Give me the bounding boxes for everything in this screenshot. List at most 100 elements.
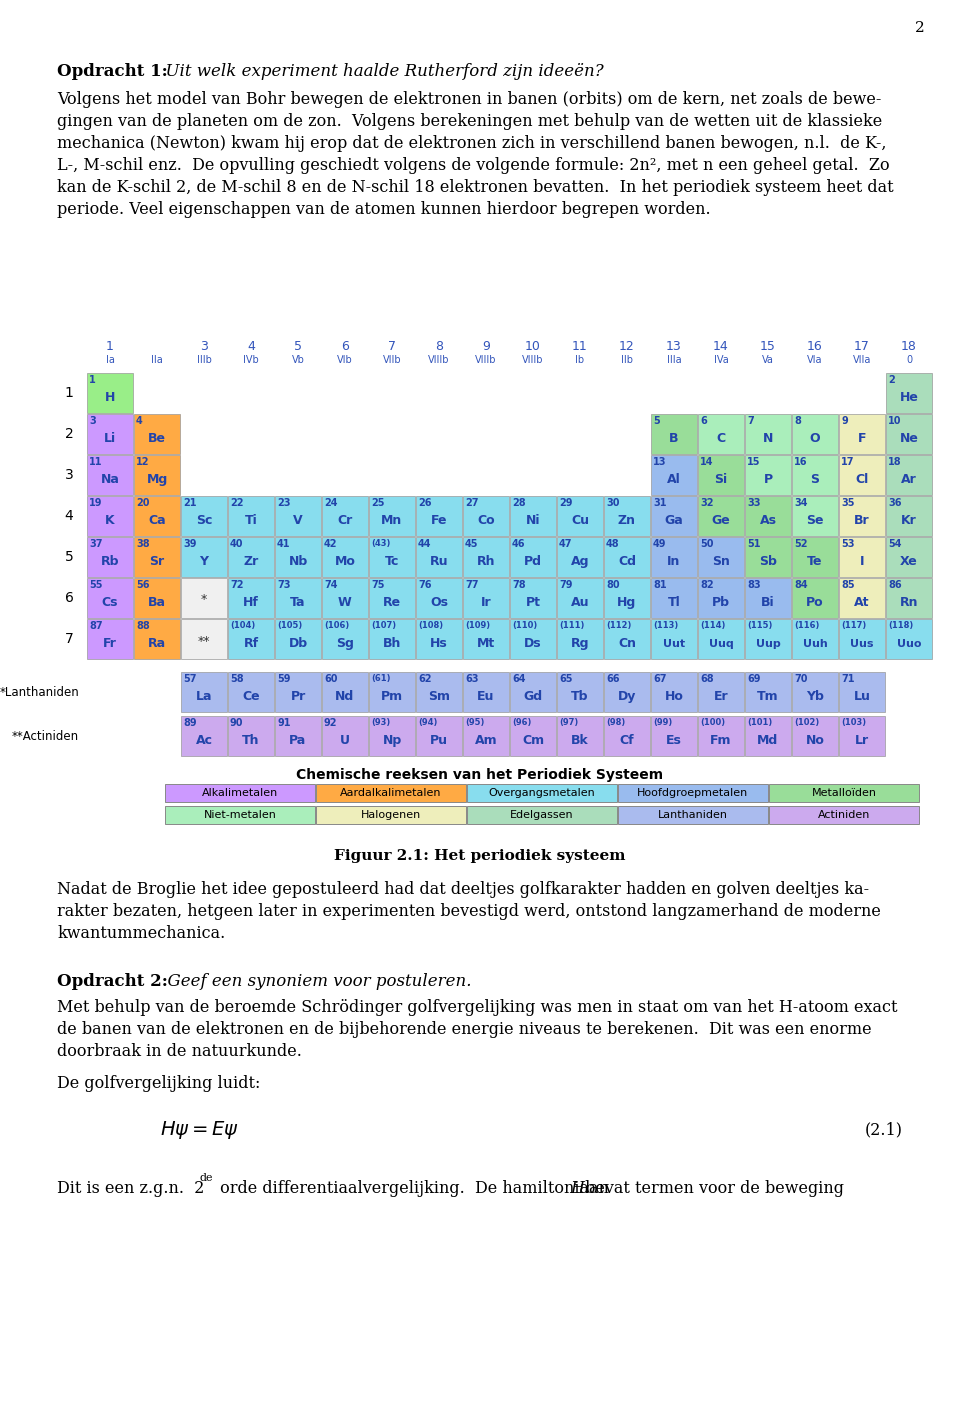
Text: (97): (97) [559,718,578,727]
FancyBboxPatch shape [228,537,274,576]
Text: Ds: Ds [524,637,541,651]
Text: Sr: Sr [150,555,164,568]
FancyBboxPatch shape [510,716,556,756]
Text: Vb: Vb [292,354,304,366]
Text: Ru: Ru [430,555,448,568]
Text: Cu: Cu [571,515,589,527]
FancyBboxPatch shape [604,578,650,619]
FancyBboxPatch shape [87,373,133,413]
Text: $H\psi = E\psi$: $H\psi = E\psi$ [160,1119,239,1142]
FancyBboxPatch shape [322,716,368,756]
Text: Rg: Rg [571,637,589,651]
FancyBboxPatch shape [792,716,838,756]
FancyBboxPatch shape [228,619,274,659]
Text: 12: 12 [619,340,635,353]
Text: Fe: Fe [431,515,447,527]
Text: 5: 5 [653,416,660,426]
Text: 30: 30 [606,498,619,508]
Text: 70: 70 [794,673,807,683]
Text: (94): (94) [418,718,438,727]
Text: Niet-metalen: Niet-metalen [204,810,276,820]
FancyBboxPatch shape [698,672,744,711]
Text: 6: 6 [64,591,73,605]
Text: Hoofdgroepmetalen: Hoofdgroepmetalen [637,787,749,799]
Text: Cl: Cl [855,474,869,486]
Text: N: N [763,432,773,446]
Text: Pu: Pu [430,734,448,748]
Text: (93): (93) [371,718,391,727]
Text: de banen van de elektronen en de bijbehorende energie niveaus te berekenen.  Dit: de banen van de elektronen en de bijbeho… [57,1021,872,1038]
Text: Te: Te [807,555,823,568]
Text: IIIb: IIIb [197,354,211,366]
Text: VIa: VIa [807,354,823,366]
Text: U: U [340,734,350,748]
Text: 23: 23 [277,498,291,508]
Text: Uus: Uus [851,638,874,648]
Text: 90: 90 [230,718,244,728]
Text: Au: Au [571,596,589,609]
FancyBboxPatch shape [604,537,650,576]
Text: Ia: Ia [106,354,114,366]
FancyBboxPatch shape [87,413,133,454]
Text: Po: Po [806,596,824,609]
Text: Dit is een z.g.n.  2: Dit is een z.g.n. 2 [57,1180,204,1197]
Text: 50: 50 [700,538,713,548]
FancyBboxPatch shape [275,578,321,619]
Text: 3: 3 [89,416,96,426]
Text: 71: 71 [841,673,854,683]
Text: IVb: IVb [243,354,259,366]
FancyBboxPatch shape [557,496,603,536]
FancyBboxPatch shape [698,537,744,576]
Text: Ba: Ba [148,596,166,609]
Text: Volgens het model van Bohr bewegen de elektronen in banen (orbits) om de kern, n: Volgens het model van Bohr bewegen de el… [57,91,881,108]
Text: Er: Er [713,690,729,703]
FancyBboxPatch shape [322,672,368,711]
Text: S: S [810,474,820,486]
Text: 67: 67 [653,673,666,683]
Text: Geef een synoniem voor postuleren.: Geef een synoniem voor postuleren. [157,973,471,990]
Text: 91: 91 [277,718,291,728]
FancyBboxPatch shape [322,496,368,536]
Text: 8: 8 [794,416,801,426]
FancyBboxPatch shape [651,537,697,576]
Text: mechanica (Newton) kwam hij erop dat de elektronen zich in verschillend banen be: mechanica (Newton) kwam hij erop dat de … [57,135,886,152]
Text: Am: Am [474,734,497,748]
Text: (109): (109) [465,621,491,630]
Text: bevat termen voor de beweging: bevat termen voor de beweging [580,1180,844,1197]
FancyBboxPatch shape [134,413,180,454]
Text: Rf: Rf [244,637,258,651]
Text: Tc: Tc [385,555,399,568]
FancyBboxPatch shape [416,578,462,619]
FancyBboxPatch shape [557,716,603,756]
FancyBboxPatch shape [181,716,227,756]
FancyBboxPatch shape [745,456,791,495]
Text: Si: Si [714,474,728,486]
Text: Ag: Ag [571,555,589,568]
Text: 84: 84 [794,581,807,591]
Text: Tm: Tm [757,690,779,703]
Text: Cr: Cr [337,515,352,527]
Text: (105): (105) [277,621,302,630]
FancyBboxPatch shape [839,537,885,576]
Text: Uuo: Uuo [897,638,922,648]
Text: 13: 13 [666,340,682,353]
FancyBboxPatch shape [604,496,650,536]
FancyBboxPatch shape [698,716,744,756]
Text: Lanthaniden: Lanthaniden [658,810,728,820]
Text: 74: 74 [324,581,338,591]
FancyBboxPatch shape [745,716,791,756]
Text: 15: 15 [760,340,776,353]
Text: IVa: IVa [713,354,729,366]
Text: 11: 11 [89,457,103,467]
Text: 60: 60 [324,673,338,683]
Text: VIIIb: VIIIb [475,354,496,366]
Text: Rh: Rh [477,555,495,568]
Text: Ca: Ca [148,515,166,527]
Text: (102): (102) [794,718,819,727]
Text: 33: 33 [747,498,760,508]
Text: Sb: Sb [759,555,777,568]
Text: Cs: Cs [102,596,118,609]
FancyBboxPatch shape [369,496,415,536]
Text: 13: 13 [653,457,666,467]
FancyBboxPatch shape [463,537,509,576]
